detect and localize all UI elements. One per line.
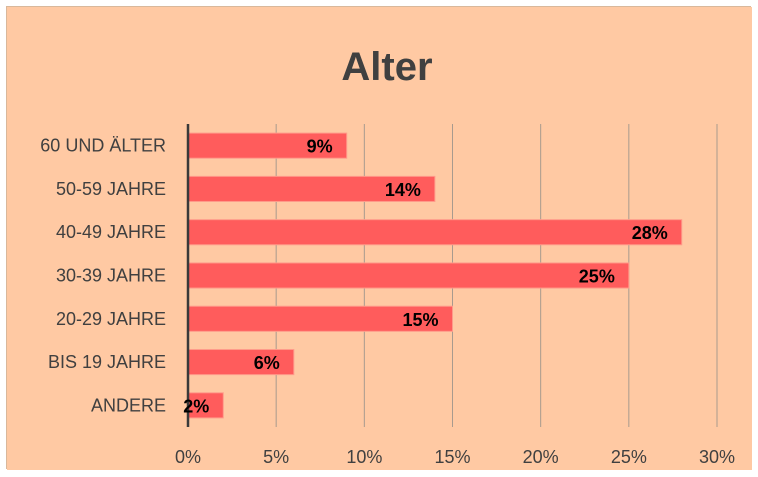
x-tick-label: 0% xyxy=(175,447,201,467)
category-label: 60 UND ÄLTER xyxy=(40,136,166,156)
data-label: 25% xyxy=(579,267,615,287)
category-label: BIS 19 JAHRE xyxy=(48,352,166,372)
x-tick-label: 15% xyxy=(434,447,470,467)
category-label: 20-29 JAHRE xyxy=(56,309,166,329)
bar xyxy=(187,262,630,289)
data-label: 6% xyxy=(254,353,280,373)
x-tick-label: 25% xyxy=(611,447,647,467)
chart-title: Alter xyxy=(341,45,432,89)
x-tick-labels: 0% 5% 10% 15% 20% 25% 30% xyxy=(175,447,735,467)
data-label: 28% xyxy=(632,223,668,243)
bar xyxy=(187,219,683,246)
category-label: 50-59 JAHRE xyxy=(56,179,166,199)
category-labels: 60 UND ÄLTER 50-59 JAHRE 40-49 JAHRE 30-39 … xyxy=(40,136,166,416)
x-tick-label: 30% xyxy=(699,447,735,467)
x-tick-label: 20% xyxy=(523,447,559,467)
category-label: ANDERE xyxy=(91,395,166,415)
category-label: 30-39 JAHRE xyxy=(56,266,166,286)
bar xyxy=(187,349,295,376)
x-tick-label: 10% xyxy=(346,447,382,467)
bars xyxy=(187,132,683,419)
category-label: 40-49 JAHRE xyxy=(56,222,166,242)
data-label: 15% xyxy=(402,310,438,330)
chart-frame: Alter 60 UND ÄLTER 50-59 JAHRE 40-49 JAHRE… xyxy=(6,6,752,470)
data-labels: 9% 14% 28% 25% 15% 6% 2% xyxy=(183,137,667,417)
bar xyxy=(187,132,348,159)
data-label: 2% xyxy=(183,396,209,416)
bar xyxy=(187,305,453,332)
x-tick-label: 5% xyxy=(263,447,289,467)
bar-chart: Alter 60 UND ÄLTER 50-59 JAHRE 40-49 JAHRE… xyxy=(7,7,752,470)
data-label: 9% xyxy=(307,137,333,157)
data-label: 14% xyxy=(385,180,421,200)
bar xyxy=(187,392,224,419)
